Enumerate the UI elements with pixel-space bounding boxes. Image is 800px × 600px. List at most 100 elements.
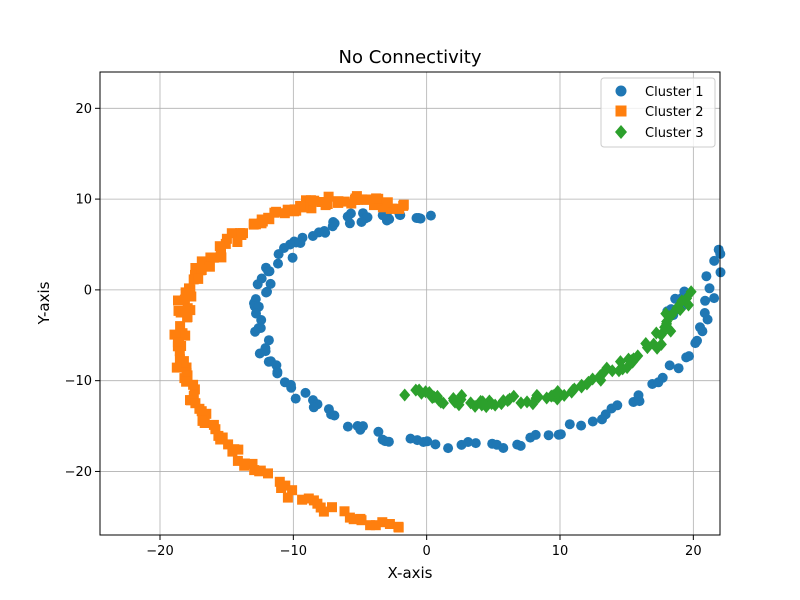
cluster-3-point [595,373,607,387]
legend-label-cluster-1: Cluster 1 [645,85,704,100]
cluster-2-point [199,418,210,428]
cluster-3-point [685,285,697,299]
cluster-1-point [261,287,272,298]
cluster-1-point [308,402,319,413]
cluster-2-point [181,362,192,373]
cluster-2-point [201,408,212,419]
cluster-1-point [300,387,311,398]
cluster-2-point [217,432,228,443]
cluster-2-point [305,195,316,206]
cluster-1-point [287,252,298,263]
cluster-3-point [532,390,544,404]
cluster-2-point [254,466,265,477]
cluster-2-point [196,256,207,267]
y-tick-label: −20 [65,465,92,480]
cluster-1-point [709,293,720,304]
cluster-2-point [339,196,350,207]
cluster-2-point [256,218,267,229]
cluster-3-point [648,337,660,351]
cluster-2-point [318,506,329,517]
cluster-2-point [205,252,216,263]
legend-box [600,77,716,148]
y-tick-label: 20 [75,102,92,117]
cluster-2-point [377,202,388,213]
cluster-2-point [179,294,190,305]
cluster-2-point [239,458,250,469]
cluster-1-point [383,436,394,447]
y-tick-label: 10 [75,193,92,208]
cluster-1-point [355,424,366,435]
cluster-1-point [377,210,388,221]
cluster-2-point [247,458,258,469]
cluster-2-point [323,191,334,202]
cluster-2-point [250,219,261,230]
cluster-2-point [287,485,298,496]
cluster-1-point [673,363,684,374]
cluster-3-point [582,375,594,389]
cluster-3-point [410,383,422,397]
cluster-1-point [342,421,353,432]
x-tick-label: 20 [685,544,702,559]
axis-ticks: −20 −10 0 10 20 −20 −10 0 10 20 [65,102,702,559]
cluster-1-point [684,351,694,362]
cluster-1-point [256,315,267,325]
cluster-1-point [264,266,275,277]
cluster-1-point [418,437,429,447]
y-axis-label: Y-axis [35,281,53,325]
x-tick-label: −10 [280,544,307,559]
cluster-1-point [328,217,339,227]
cluster-1-point [700,295,711,306]
cluster-1-point [470,438,481,449]
data-points [169,191,726,533]
cluster-1-point [272,368,283,379]
cluster-3-point [465,396,477,410]
cluster-1-point [612,400,623,411]
cluster-2-point [223,439,234,450]
cluster-1-point [463,437,474,447]
cluster-2-point [232,455,243,466]
cluster-2-point [188,379,199,390]
x-axis-label: X-axis [388,564,433,582]
cluster-2-point [190,398,201,409]
cluster-1-point [543,430,554,441]
cluster-2-point [269,207,280,218]
cluster-1-point [704,283,715,294]
cluster-2-point [238,228,248,239]
cluster-2-point [175,321,186,332]
cluster-1-point [587,416,598,427]
legend: Cluster 1 Cluster 2 Cluster 3 [600,77,716,148]
cluster-2-point [282,492,293,503]
cluster-2-point [333,196,344,207]
cluster-2-point [181,376,192,387]
cluster-2-point [263,468,273,479]
cluster-2-point [186,291,197,302]
chart-title: No Connectivity [339,47,482,68]
cluster-1-point [555,429,566,440]
cluster-3-point [614,355,626,369]
cluster-2-point [356,515,367,526]
cluster-2-point [174,346,185,357]
plot-frame [99,71,721,536]
x-tick-label: 0 [423,544,431,559]
cluster-2-point [279,208,290,219]
cluster-2-point [171,362,182,373]
cluster-1-point [252,279,263,290]
cluster-1-point [695,322,705,333]
cluster-2-point [263,212,274,223]
cluster-2-point [344,512,355,523]
cluster-2-point [387,203,398,214]
legend-label-cluster-2: Cluster 2 [645,105,704,120]
cluster-1-point [699,308,710,318]
cluster-1-point [285,379,296,390]
cluster-2-point [196,265,207,275]
cluster-2-point [289,206,300,217]
cluster-1-point [498,443,509,453]
cluster-2-point [182,303,193,314]
cluster-3-point [508,389,520,403]
cluster-2-point [233,444,244,455]
cluster-2-point [226,228,237,239]
cluster-3-point [566,385,578,399]
cluster-1-point [263,356,274,367]
cluster-2-point [316,197,327,207]
